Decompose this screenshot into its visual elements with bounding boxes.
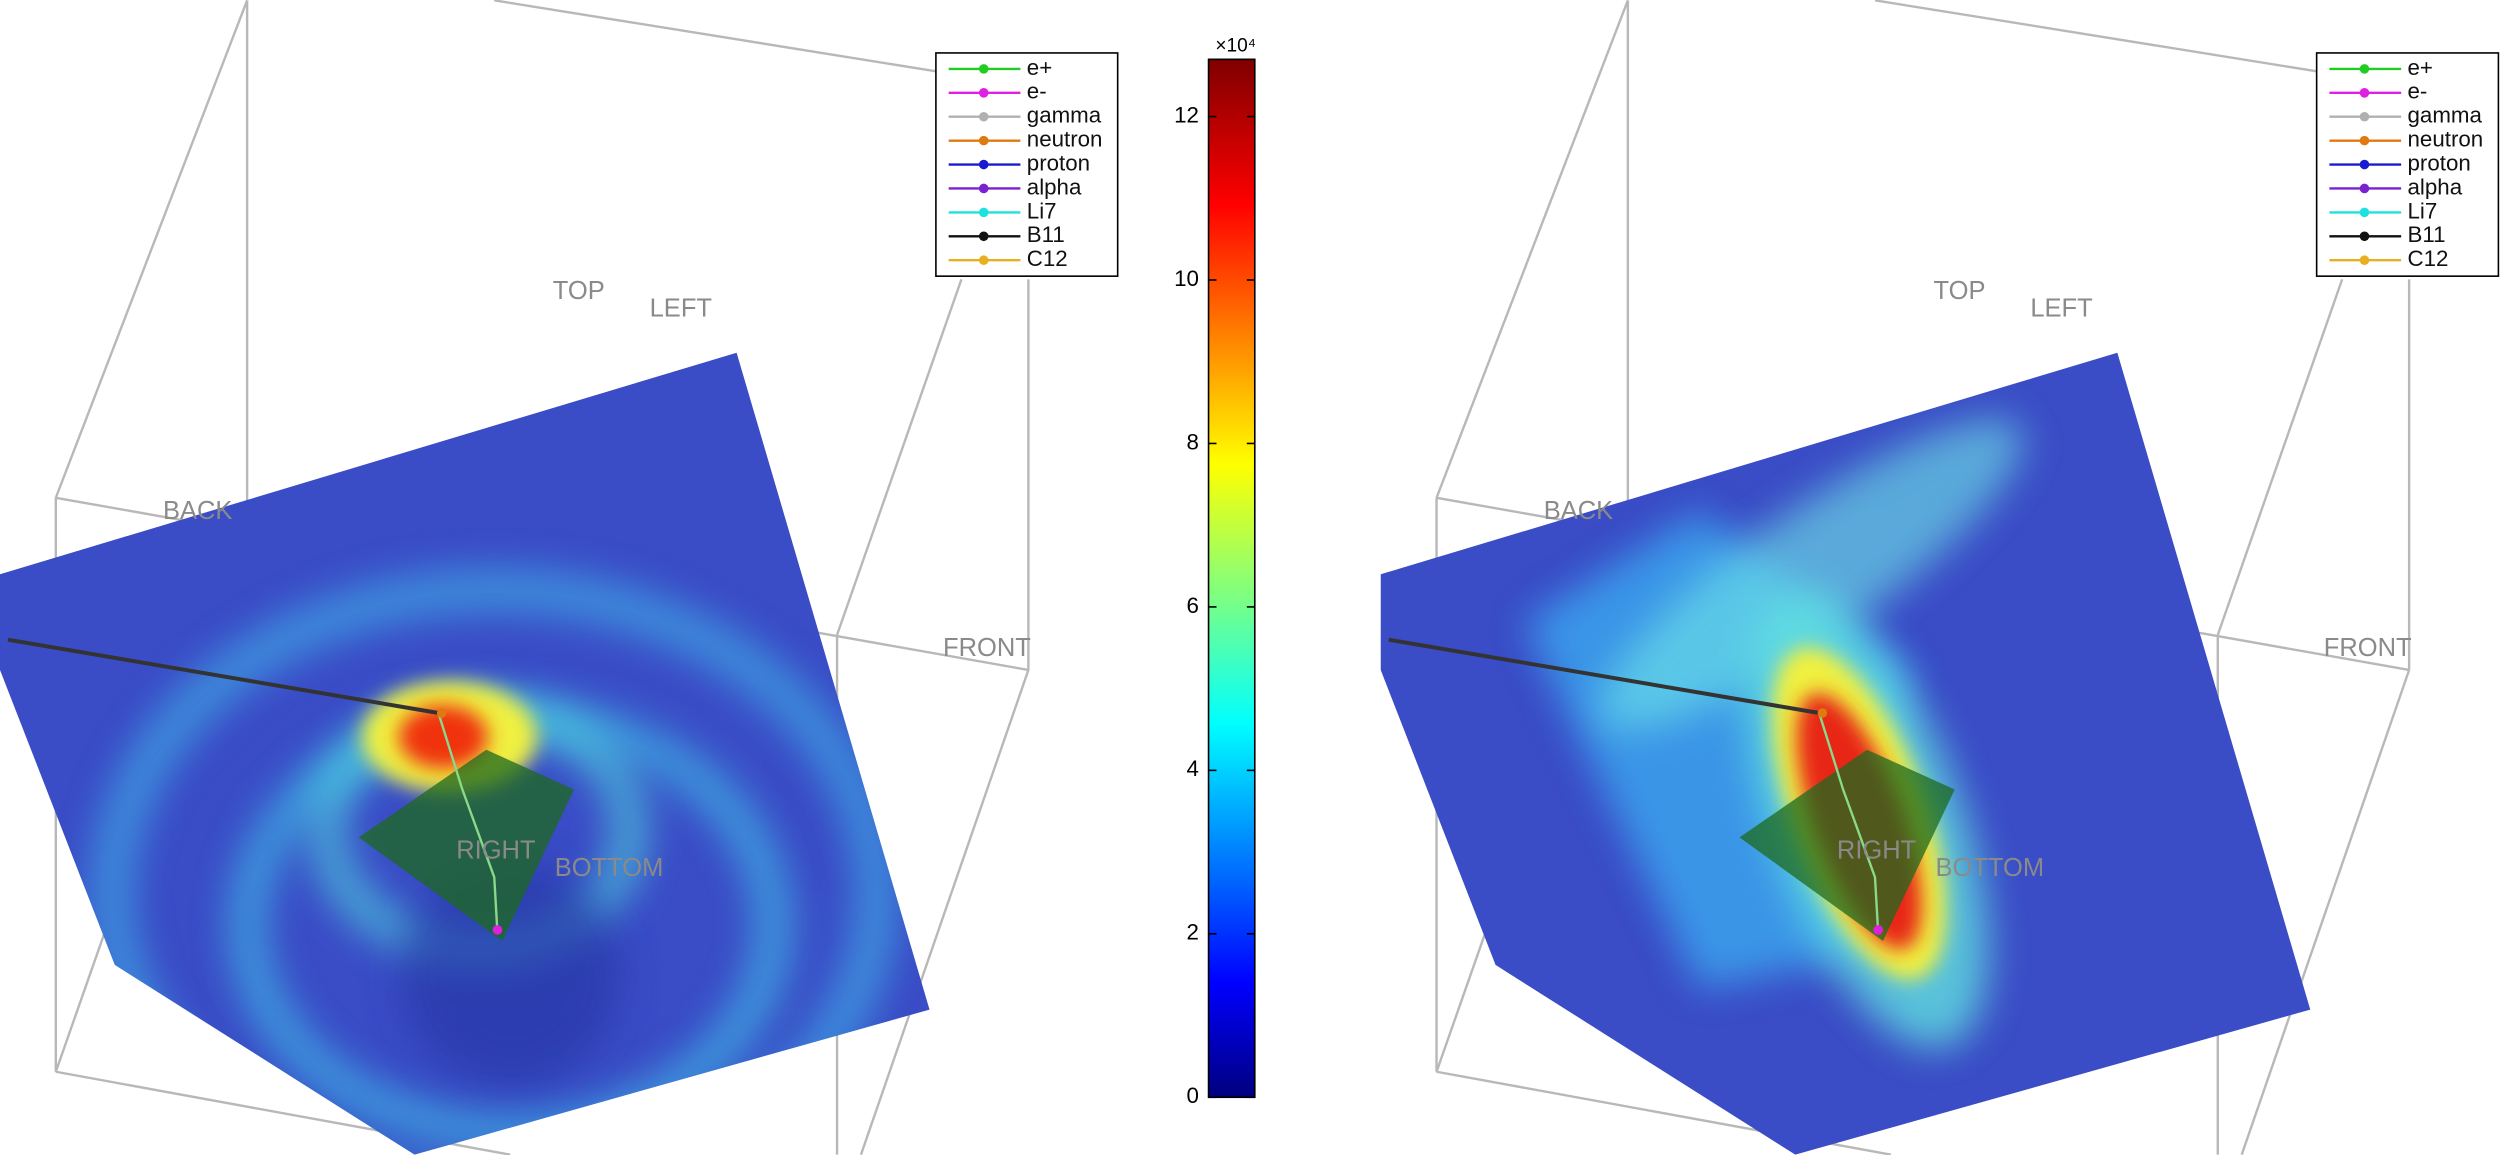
legend-label: gamma — [2408, 103, 2483, 128]
legend-marker — [978, 159, 989, 170]
multiplier: ×10⁴ — [1215, 36, 1256, 57]
legend-marker — [978, 64, 989, 74]
view-label: BACK — [1544, 497, 1613, 525]
legend-marker — [2359, 159, 2370, 170]
legend-marker — [978, 255, 989, 265]
view-label: BACK — [163, 497, 232, 525]
view-label: RIGHT — [456, 836, 535, 864]
legend-label: C12 — [2408, 246, 2449, 271]
legend-marker — [2359, 207, 2370, 218]
box-edge — [494, 0, 941, 74]
view-label: BOTTOM — [1935, 854, 2044, 882]
legend-label: proton — [1027, 150, 1090, 175]
legend-label: e+ — [1027, 55, 1052, 80]
heat-region — [90, 569, 898, 1155]
legend-label: alpha — [2408, 174, 2463, 199]
legend-marker — [2359, 255, 2370, 265]
legend-label: neutron — [2408, 127, 2484, 152]
legend-label: B11 — [1027, 222, 1065, 247]
tick-label: 10 — [1174, 266, 1199, 291]
heat-region — [1599, 418, 2024, 730]
legend-label: Li7 — [1027, 198, 1057, 223]
vertex — [1817, 708, 1828, 718]
heat-region — [398, 705, 488, 769]
legend-marker — [978, 231, 989, 242]
legend-label: B11 — [2408, 222, 2446, 247]
box-edge — [2216, 278, 2344, 636]
beam-track — [1388, 637, 1820, 715]
tick-label: 4 — [1187, 756, 1199, 781]
panel: TOP LEFT BACK FRONT RIGHT BOTTOM e+e-gammaneut… — [1380, 0, 2500, 1155]
legend-label: e- — [2408, 79, 2428, 104]
vertex — [436, 708, 447, 718]
legend-marker — [978, 207, 989, 218]
view-label: LEFT — [2030, 294, 2092, 322]
colorbar: 0 2 4 6 8 10 12 ×10⁴ — [1174, 36, 1256, 1109]
tick-label: 6 — [1187, 593, 1199, 618]
legend-marker — [978, 111, 989, 122]
view-label: TOP — [1934, 277, 1986, 305]
legend-label: proton — [2408, 150, 2471, 175]
box-edge — [1435, 0, 1629, 499]
tick-label: 12 — [1174, 102, 1199, 127]
heat-region — [398, 861, 622, 1085]
box-edge — [1874, 0, 2322, 74]
view-label: BOTTOM — [555, 854, 664, 882]
legend-marker — [2359, 88, 2370, 98]
legend-label: e- — [1027, 79, 1047, 104]
legend-label: alpha — [1027, 174, 1082, 199]
shower — [358, 749, 574, 942]
view-label: TOP — [553, 277, 605, 305]
panel: TOP LEFT BACK FRONT RIGHT BOTTOM e+e-gammaneut… — [0, 0, 1119, 1155]
legend-label: C12 — [1027, 246, 1068, 271]
tick-label: 8 — [1187, 429, 1199, 454]
vertex — [492, 925, 503, 935]
view-label: FRONT — [2324, 634, 2412, 662]
legend-marker — [2359, 111, 2370, 122]
track — [437, 712, 499, 934]
legend-marker — [978, 88, 989, 98]
legend-marker — [2359, 64, 2370, 74]
box-edge — [54, 0, 249, 499]
legend-marker — [978, 135, 989, 146]
view-label: RIGHT — [1837, 836, 1916, 864]
view-label: LEFT — [650, 294, 712, 322]
legend-label: neutron — [1027, 127, 1103, 152]
box-edge — [859, 669, 1030, 1155]
view-label: FRONT — [943, 634, 1031, 662]
legend-marker — [2359, 183, 2370, 194]
tick-label: 2 — [1187, 920, 1199, 945]
track — [1818, 712, 1880, 934]
legend-label: gamma — [1027, 103, 1102, 128]
shower — [1739, 749, 1955, 942]
beam-track — [7, 637, 439, 715]
legend-marker — [2359, 135, 2370, 146]
box-edge — [2240, 669, 2411, 1155]
box-edge — [835, 278, 963, 636]
vertex — [1873, 925, 1883, 935]
legend-label: Li7 — [2408, 198, 2438, 223]
colorbar-fill — [1207, 58, 1256, 1099]
legend-marker — [2359, 231, 2370, 242]
legend-label: e+ — [2408, 55, 2433, 80]
tick-label: 0 — [1187, 1083, 1199, 1108]
legend-marker — [978, 183, 989, 194]
